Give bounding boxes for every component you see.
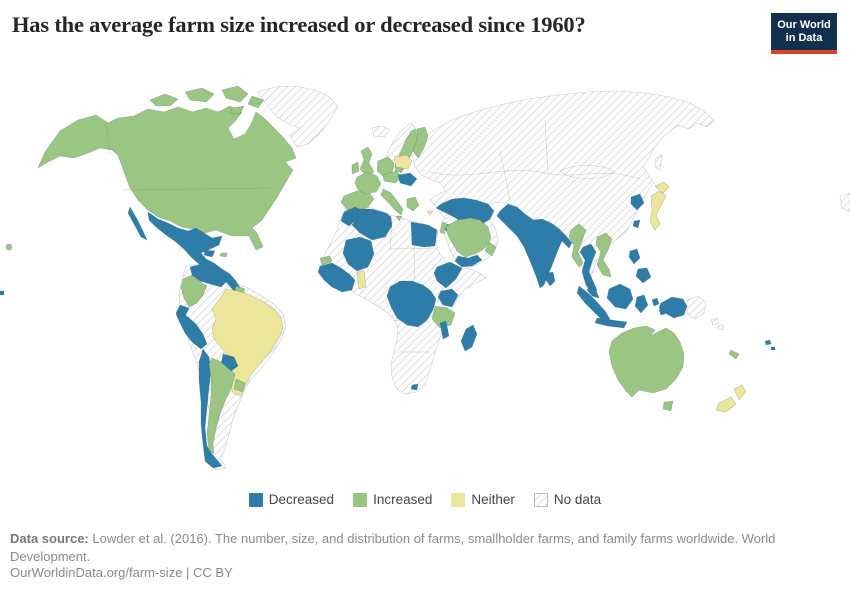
map-region-indonesia-decreased[interactable] xyxy=(576,283,666,329)
map-region-south-korea-decreased[interactable] xyxy=(630,193,645,211)
map-region-guinea-ivory-coast-decreased[interactable] xyxy=(317,262,356,293)
legend-item-neither[interactable]: Neither xyxy=(451,492,515,507)
map-region-hispaniola-decreased[interactable] xyxy=(203,249,216,258)
map-region-ethiopia-decreased[interactable] xyxy=(433,261,463,289)
owid-logo[interactable]: Our World in Data xyxy=(771,13,837,54)
map-legend: Decreased Increased Neither No data xyxy=(0,492,850,507)
map-region-thailand-decreased[interactable] xyxy=(579,243,598,295)
map-region-argentina-increased[interactable] xyxy=(206,357,236,455)
data-source-note: Data source: Lowder et al. (2016). The n… xyxy=(10,530,788,566)
map-region-canadian-arctic-increased[interactable] xyxy=(149,85,265,115)
map-region-central-africa-drc-decreased[interactable] xyxy=(386,280,437,328)
map-region-fiji-decreased[interactable] xyxy=(0,290,776,351)
page-title: Has the average farm size increased or d… xyxy=(12,12,586,37)
map-region-greece-increased[interactable] xyxy=(406,196,420,212)
map-region-iceland-nodata[interactable] xyxy=(371,125,391,138)
map-region-taiwan-decreased[interactable] xyxy=(632,219,641,229)
map-region-ireland-increased[interactable] xyxy=(351,161,360,175)
map-region-norway-nodata[interactable] xyxy=(383,122,416,172)
map-border-us-canada xyxy=(105,120,271,191)
map-region-philippines-decreased[interactable] xyxy=(628,248,652,284)
map-region-israel-increased[interactable] xyxy=(439,221,447,235)
legend-swatch-neither xyxy=(451,492,466,507)
map-region-sakhalin-nodata[interactable] xyxy=(654,154,663,171)
legend-label-neither: Neither xyxy=(471,492,515,507)
legend-item-no-data[interactable]: No data xyxy=(533,492,602,507)
map-region-uk-increased[interactable] xyxy=(359,146,375,177)
owid-url-license: OurWorldinData.org/farm-size | CC BY xyxy=(10,565,233,580)
world-map[interactable] xyxy=(0,85,850,485)
map-region-vietnam-increased[interactable] xyxy=(595,232,613,278)
map-region-chile-decreased[interactable] xyxy=(198,348,223,469)
map-region-turkey-syria-iraq-decreased[interactable] xyxy=(435,197,495,225)
map-region-uruguay-increased[interactable] xyxy=(233,378,246,393)
map-region-madagascar-decreased[interactable] xyxy=(460,324,478,352)
map-region-greenland-nodata[interactable] xyxy=(257,85,339,148)
map-region-peru-decreased[interactable] xyxy=(175,310,208,350)
legend-swatch-decreased xyxy=(248,492,263,507)
map-region-malawi-decreased[interactable] xyxy=(439,320,450,340)
map-region-finland-increased[interactable] xyxy=(412,126,429,159)
legend-item-decreased[interactable]: Decreased xyxy=(248,492,335,507)
map-region-malaysia-decreased[interactable] xyxy=(586,286,600,299)
map-border-lines-asia xyxy=(429,119,641,201)
map-container xyxy=(0,85,850,485)
map-region-yemen-decreased[interactable] xyxy=(454,254,483,268)
legend-item-increased[interactable]: Increased xyxy=(353,492,432,507)
data-source-text: Lowder et al. (2016). The number, size, … xyxy=(10,531,776,564)
map-region-poland-neither[interactable] xyxy=(393,154,413,170)
map-region-saudi-arabia-increased[interactable] xyxy=(445,217,492,258)
map-region-west-papua-decreased[interactable] xyxy=(658,296,688,319)
map-region-iberia-increased[interactable] xyxy=(340,190,375,213)
map-region-chukotka-wrap-nodata[interactable] xyxy=(839,192,850,213)
legend-label-no-data: No data xyxy=(553,492,602,507)
map-region-egypt-decreased[interactable] xyxy=(410,221,438,248)
map-region-solomon-islands-nodata[interactable] xyxy=(710,317,725,331)
map-region-puerto-rico-increased[interactable] xyxy=(219,252,228,258)
map-region-new-caledonia-increased[interactable] xyxy=(728,349,740,360)
legend-label-increased: Increased xyxy=(373,492,433,507)
map-region-senegal-increased[interactable] xyxy=(319,255,333,266)
map-region-lesotho-decreased[interactable] xyxy=(410,383,419,391)
map-region-venezuela-decreased[interactable] xyxy=(189,263,229,288)
map-region-oman-increased[interactable] xyxy=(484,241,497,257)
map-region-ghana-neither[interactable] xyxy=(356,270,367,290)
map-region-tanzania-increased[interactable] xyxy=(431,305,456,329)
map-region-tasmania-increased[interactable] xyxy=(662,400,674,412)
map-region-new-zealand-neither[interactable] xyxy=(715,384,747,413)
owid-logo-line1: Our World xyxy=(777,19,831,31)
map-region-myanmar-increased[interactable] xyxy=(568,223,587,268)
map-region-mali-decreased[interactable] xyxy=(342,236,375,272)
map-region-sri-lanka-decreased[interactable] xyxy=(545,271,556,287)
owid-logo-line2: in Data xyxy=(785,32,823,44)
map-region-kenya-decreased[interactable] xyxy=(437,288,459,308)
legend-swatch-no-data xyxy=(533,492,548,507)
map-region-usa-canada-increased[interactable] xyxy=(37,105,297,251)
map-region-colombia-increased[interactable] xyxy=(180,274,208,308)
map-region-hungary-romania-decreased[interactable] xyxy=(397,172,418,187)
map-region-papua-new-guinea-nodata[interactable] xyxy=(686,295,707,320)
map-region-australia-increased[interactable] xyxy=(608,325,685,398)
data-source-label: Data source: xyxy=(10,531,89,546)
map-region-austria-czechia-increased[interactable] xyxy=(382,170,403,184)
map-region-cyprus-neither[interactable] xyxy=(426,210,434,216)
map-region-france-increased[interactable] xyxy=(354,171,382,195)
map-region-india-pakistan-decreased[interactable] xyxy=(496,203,573,289)
map-region-italy-increased[interactable] xyxy=(380,188,404,222)
map-region-algeria-tunisia-decreased[interactable] xyxy=(351,208,393,241)
map-region-japan-neither[interactable] xyxy=(649,181,670,231)
legend-label-decreased: Decreased xyxy=(268,492,335,507)
map-region-hawaii-increased[interactable] xyxy=(5,243,13,251)
legend-swatch-increased xyxy=(353,492,368,507)
